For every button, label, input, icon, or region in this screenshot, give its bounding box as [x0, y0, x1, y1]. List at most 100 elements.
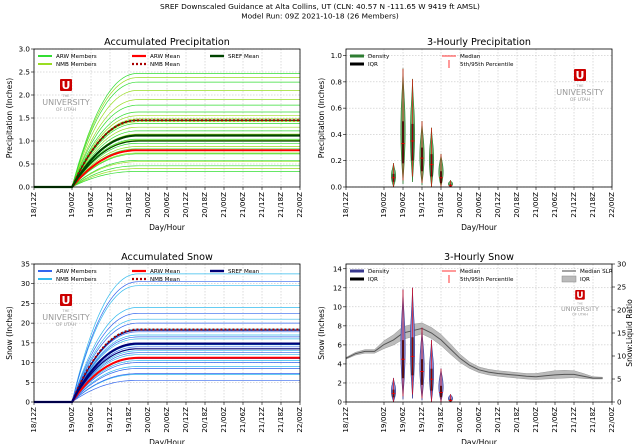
x-tick-label: 21/00Z	[219, 192, 228, 218]
x-tick-label: 21/12Z	[257, 192, 266, 218]
legend: Density IQR Median 5th/95th Percentile	[350, 54, 514, 68]
logo-letter: U	[576, 291, 583, 301]
logo-line2: UNIVERSITY	[42, 98, 90, 107]
chart-title: 3-Hourly Precipitation	[427, 37, 531, 48]
y-tick-label: 10	[333, 302, 343, 311]
y-tick-label: 0	[337, 398, 342, 407]
logo-badge	[60, 294, 72, 306]
legend-entry: ARW Members	[38, 54, 97, 60]
x-tick-label: 19/18Z	[436, 407, 445, 433]
x-tick-label: 22/00Z	[295, 407, 304, 433]
legend-entry: IQR	[561, 275, 590, 283]
y-tick-label: 30	[21, 279, 31, 288]
x-tick-label: 21/12Z	[569, 407, 578, 433]
y-tick-label: 8	[337, 321, 342, 330]
x-tick-label: 21/06Z	[550, 407, 559, 433]
legend-entry: 5th/95th Percentile	[448, 60, 514, 68]
legend: Density IQR Median 5th/95th Percentile	[350, 269, 514, 283]
x-tick-label: 19/06Z	[398, 407, 407, 433]
logo-line3: OF UTAH	[572, 313, 588, 317]
y-tick-label: 15	[21, 338, 30, 347]
y-axis-label: Snow (Inches)	[5, 306, 14, 360]
legend-label: NMB Mean	[150, 62, 180, 68]
arw-member-line	[34, 104, 300, 188]
x-tick-label: 20/18Z	[512, 407, 521, 433]
y-tick-label: 35	[21, 260, 30, 269]
chart-title: 3-Hourly Snow	[444, 252, 514, 263]
x-tick-label: 20/06Z	[474, 192, 483, 218]
legend-label: NMB Mean	[150, 277, 180, 283]
x-tick-label: 20/18Z	[200, 407, 209, 433]
chart-three_hr_precip: 3-Hourly Precipitation 18/12Z 19/00Z 19/06Z…	[317, 37, 616, 232]
y-tick-label: 20	[21, 319, 31, 328]
legend-label: 5th/95th Percentile	[460, 62, 514, 68]
y-axis-label: Precipitation (Inches)	[5, 78, 14, 159]
legend-entry: IQR	[350, 277, 378, 283]
legend-entry: ARW Mean	[132, 269, 180, 275]
logo-line1: THE	[61, 309, 70, 313]
x-tick-label: 20/18Z	[512, 192, 521, 218]
legend: Median SLR IQR	[561, 269, 613, 283]
x-tick-label: 20/00Z	[143, 407, 152, 433]
logo-badge	[574, 69, 586, 81]
x-tick-label: 19/18Z	[436, 192, 445, 218]
x-tick-label: 19/06Z	[86, 407, 95, 433]
legend-label: Density	[368, 54, 390, 60]
legend-label: SREF Mean	[228, 54, 260, 60]
x-tick-label: 21/18Z	[588, 192, 597, 218]
y2-tick-label: 0	[617, 398, 622, 407]
x-tick-label: 21/18Z	[276, 407, 285, 433]
legend-label: Density	[368, 269, 390, 275]
x-tick-label: 22/00Z	[607, 192, 616, 218]
x-tick-label: 20/06Z	[474, 407, 483, 433]
legend-label: ARW Mean	[150, 54, 180, 60]
legend-label: NMB Members	[56, 277, 97, 283]
y-tick-label: 2.5	[19, 68, 30, 77]
legend-entry: Density	[350, 54, 390, 60]
logo-line3: OF UTAH	[56, 107, 76, 113]
y-tick-label: 25	[21, 299, 30, 308]
x-tick-label: 18/12Z	[29, 407, 38, 433]
axes-frame	[33, 263, 301, 403]
legend-entry: NMB Members	[38, 62, 97, 68]
logo-line3: OF UTAH	[570, 97, 590, 103]
y-tick-label: 1.5	[19, 114, 30, 123]
y-tick-label: 0.2	[331, 156, 342, 165]
x-tick-label: 21/18Z	[588, 407, 597, 433]
x-tick-label: 19/12Z	[105, 192, 114, 218]
logo-line2: UNIVERSITY	[561, 305, 599, 313]
arw-member-line	[34, 165, 300, 188]
legend-label: IQR	[580, 277, 590, 283]
sref-mean-line	[34, 342, 300, 404]
legend-entry: SREF Mean	[210, 54, 260, 60]
logo-line1: THE	[575, 84, 584, 88]
axes-frame	[345, 48, 613, 188]
legend-label: Median SLR	[580, 269, 613, 275]
y-tick-label: 3.0	[19, 45, 31, 54]
arw-member-line	[34, 373, 300, 403]
nmb-member-line	[34, 273, 300, 403]
logo-badge	[60, 79, 72, 91]
x-tick-label: 19/00Z	[67, 407, 76, 433]
legend-entry: Density	[350, 269, 390, 275]
violins	[391, 287, 453, 403]
logo-line1: THE	[61, 94, 70, 98]
x-tick-label: 20/06Z	[162, 192, 171, 218]
logo-line2: UNIVERSITY	[556, 88, 604, 97]
y-tick-label: 2	[337, 378, 342, 387]
y-tick-label: 14	[333, 264, 343, 273]
x-tick-label: 19/12Z	[105, 407, 114, 433]
y-tick-label: 5	[25, 378, 30, 387]
x-tick-label: 20/12Z	[181, 407, 190, 433]
arw-member-line	[34, 368, 300, 403]
sref-mean-line	[34, 134, 300, 189]
x-tick-label: 19/00Z	[379, 407, 388, 433]
legend-label: ARW Mean	[150, 269, 180, 275]
legend-entry: ARW Members	[38, 269, 97, 275]
legend-entry: Median SLR	[562, 269, 613, 275]
axes-frame	[345, 263, 613, 403]
